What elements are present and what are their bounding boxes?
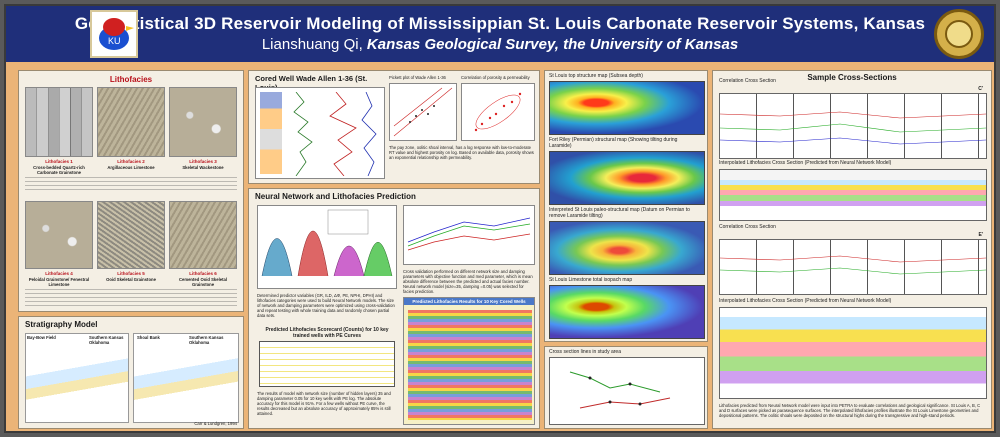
stratigraphy-panel: Stratigraphy Model Bay-Bow Field Souther… xyxy=(18,316,244,429)
lithofacies-panel: Lithofacies Lithofacies 1 Lithofacies 2 … xyxy=(18,70,244,312)
strat-label: Southern Kansas Oklahoma xyxy=(189,335,224,345)
lithofacies-heading: Lithofacies xyxy=(109,75,153,84)
stratigraphy-diagram xyxy=(25,333,129,423)
nn-heading: Neural Network and Lithofacies Predictio… xyxy=(255,192,416,201)
poster-header: KU Geostatistical 3D Reservoir Modeling … xyxy=(6,6,994,62)
description-text-block xyxy=(25,177,237,193)
ku-logo: KU xyxy=(90,10,138,58)
map-title-3: Interpreted St Louis paleo-structural ma… xyxy=(549,207,690,219)
xsection-title: Correlation Cross Section xyxy=(719,78,776,84)
porosity-permeability-plot xyxy=(461,83,535,141)
lithofacies-name: Peloidal Grainstone/ Fenestral Limestone xyxy=(28,277,90,287)
xsection-end-label: E' xyxy=(978,232,983,238)
nn-caption-2: The results of model with network size (… xyxy=(257,391,391,416)
cored-well-caption: The pay zone, oolitic shoal interval, ha… xyxy=(389,145,534,160)
strat-label: Shoal Bank xyxy=(137,335,160,340)
ku-logo-text: KU xyxy=(108,36,121,46)
cored-well-panel: Cored Well Wade Allen 1-36 (St. Louis) P… xyxy=(248,70,540,184)
pickett-plot-title: Pickett plot of Wade Allen 1-36 xyxy=(389,75,446,80)
predicted-results-title: Predicted Lithofacies Results for 10 Key… xyxy=(404,298,534,305)
lithofacies-cross-section xyxy=(719,169,987,221)
xsection-end-label: C' xyxy=(978,86,983,92)
crossplot-matrix xyxy=(257,205,397,289)
core-photo xyxy=(25,87,93,157)
poster-subtitle: Lianshuang Qi, Kansas Geological Survey,… xyxy=(6,36,994,53)
nn-caption-1: Determined predictor variables (GR, ILD,… xyxy=(257,293,395,318)
strat-credit: Carr & Lundgren, 1994 xyxy=(194,421,237,426)
well-log-display xyxy=(255,87,385,179)
maps-panel: St Louis top structure map (Subsea depth… xyxy=(544,70,708,342)
core-photo xyxy=(97,87,165,157)
map-title-5: Cross section lines in study area xyxy=(549,349,621,355)
xsections-heading: Sample Cross-Sections xyxy=(807,73,897,82)
structure-map xyxy=(549,81,705,135)
paleo-structural-map xyxy=(549,221,705,275)
core-photo xyxy=(169,87,237,157)
cross-section-lines-panel: Cross section lines in study area xyxy=(544,346,708,429)
lithofacies-name: Cross-bedded Quartz-rich Carbonate Grain… xyxy=(33,165,85,175)
lithofacies-name: Cemented Ooid Skeletal Grainstone xyxy=(179,277,227,287)
stratigraphy-heading: Stratigraphy Model xyxy=(25,320,98,329)
lithofacies-cross-section xyxy=(719,307,987,399)
core-photo xyxy=(97,201,165,269)
study-area-map xyxy=(549,357,705,425)
lithofacies-label: Lithofacies 3 xyxy=(189,159,217,164)
lithofacies-name: Ooid Skeletal Grainstone xyxy=(106,277,156,282)
xsection-title: Interpolated Lithofacies Cross Section (… xyxy=(719,160,892,166)
lithofacies-label: Lithofacies 2 xyxy=(117,159,145,164)
lithofacies-label: Lithofacies 5 xyxy=(117,271,145,276)
map-title-2: Fort Riley (Permian) structural map (Sho… xyxy=(549,137,678,149)
strat-label: Bay-Bow Field xyxy=(27,335,56,340)
lithofacies-name: Skeletal Wackestone xyxy=(182,165,224,170)
xsection-title: Correlation Cross Section xyxy=(719,224,776,230)
map-title-4: St Louis Limestone total isopach map xyxy=(549,277,633,283)
fort-riley-map xyxy=(549,151,705,205)
kgs-seal-logo xyxy=(934,9,984,59)
lithology-track xyxy=(260,92,282,174)
pickett-plot xyxy=(389,83,457,141)
core-photo xyxy=(25,201,93,269)
description-text-block xyxy=(25,289,237,309)
xsections-caption: Lithofacies predicted from Neural Networ… xyxy=(719,403,981,418)
lithofacies-label: Lithofacies 6 xyxy=(189,271,217,276)
correlation-cross-section xyxy=(719,239,987,295)
poster: KU Geostatistical 3D Reservoir Modeling … xyxy=(4,4,996,433)
correlation-plot-title: Correlation of porosity & permeability xyxy=(461,75,530,80)
isopach-map xyxy=(549,285,705,339)
lithofacies-name: Argillaceous Limestone xyxy=(107,165,155,170)
neural-network-panel: Neural Network and Lithofacies Predictio… xyxy=(248,188,540,429)
cross-sections-panel: Sample Cross-Sections Correlation Cross … xyxy=(712,70,992,429)
strat-label: Southern Kansas Oklahoma xyxy=(89,335,124,345)
affiliation: Kansas Geological Survey, the University… xyxy=(366,36,739,53)
log-curves xyxy=(293,92,377,176)
map-title-1: St Louis top structure map (Subsea depth… xyxy=(549,73,643,79)
cross-validation-plot xyxy=(403,205,535,265)
author: Lianshuang Qi, xyxy=(261,36,363,53)
scorecard-title: Predicted Lithofacies Scorecard (Counts)… xyxy=(265,327,389,339)
poster-title: Geostatistical 3D Reservoir Modeling of … xyxy=(74,14,926,33)
stratigraphy-diagram xyxy=(133,333,239,423)
predicted-facies-columns xyxy=(408,310,532,420)
predicted-lithofacies-box: Predicted Lithofacies Results for 10 Key… xyxy=(403,297,535,425)
cv-caption: Cross validation performed on different … xyxy=(403,269,533,294)
xsection-title: Interpolated Lithofacies Cross Section (… xyxy=(719,298,892,304)
core-photo xyxy=(169,201,237,269)
correlation-cross-section xyxy=(719,93,987,159)
lithofacies-label: Lithofacies 1 xyxy=(45,159,73,164)
lithofacies-label: Lithofacies 4 xyxy=(45,271,73,276)
scorecard-table xyxy=(259,341,395,387)
